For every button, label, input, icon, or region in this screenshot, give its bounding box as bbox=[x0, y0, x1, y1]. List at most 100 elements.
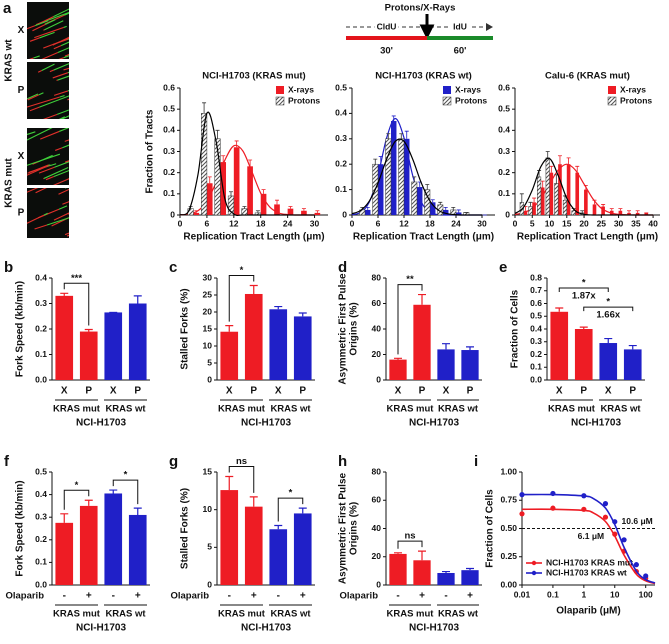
x-axis-label: Olaparib (μM) bbox=[556, 606, 620, 617]
x-tick-label: - bbox=[112, 591, 115, 602]
significance-bracket bbox=[558, 287, 609, 292]
x-tick-label: 6 bbox=[376, 218, 381, 228]
y-tick-label: 0.0 bbox=[35, 374, 47, 384]
x-tick-label: X bbox=[110, 386, 117, 397]
y-tick-label: 0.0 bbox=[35, 579, 47, 589]
x-tick-label: P bbox=[467, 386, 474, 397]
fiber-green bbox=[60, 115, 69, 119]
bar bbox=[618, 210, 623, 215]
error-bar bbox=[443, 206, 448, 210]
fit-curve bbox=[521, 493, 656, 584]
y-tick-label: 1.00 bbox=[500, 466, 517, 476]
y-axis-label: Stalled Forks (%) bbox=[180, 488, 191, 569]
bar bbox=[456, 212, 462, 215]
x-tick-label: + bbox=[300, 591, 306, 602]
fiber-red bbox=[52, 72, 69, 79]
y-axis-label: Fork Speed (kb/min) bbox=[15, 480, 26, 576]
fit-curve bbox=[351, 138, 482, 216]
y-tick-label: 0.3 bbox=[35, 511, 47, 521]
fiber-red bbox=[58, 120, 59, 121]
group-label: KRAS mut bbox=[218, 404, 266, 415]
bar bbox=[104, 312, 123, 380]
bar bbox=[601, 206, 605, 215]
x-tick-label: 35 bbox=[631, 218, 641, 228]
y-tick-label: 0.6 bbox=[163, 82, 175, 92]
y-tick-label: 0.2 bbox=[498, 167, 510, 177]
error-bar bbox=[202, 102, 207, 114]
fiber-green bbox=[81, 30, 84, 31]
significance-label: ** bbox=[406, 274, 414, 285]
x-tick-label: 40 bbox=[648, 218, 658, 228]
y-tick-label: 5 bbox=[207, 542, 212, 552]
pulse-label: IdU bbox=[453, 21, 467, 31]
x-tick-label: 24 bbox=[451, 218, 461, 228]
error-bar bbox=[249, 284, 258, 294]
fiber-green bbox=[44, 19, 56, 25]
bar bbox=[391, 121, 397, 215]
x-tick-label: 0.01 bbox=[514, 589, 531, 599]
group-label: KRAS wt bbox=[105, 404, 146, 415]
group-caption: NCI-H1703 bbox=[76, 418, 126, 429]
y-tick-label: 0.3 bbox=[35, 298, 47, 308]
chart-title: NCI-H1703 (KRAS mut) bbox=[202, 71, 305, 82]
fiber-red bbox=[29, 37, 40, 42]
fiber-red bbox=[43, 113, 58, 119]
x-tick-label: - bbox=[277, 591, 280, 602]
error-bar bbox=[133, 507, 142, 515]
point bbox=[581, 493, 587, 499]
x-tick-label: + bbox=[251, 591, 257, 602]
x-tick-label: 100 bbox=[639, 589, 653, 599]
legend-marker bbox=[531, 570, 537, 576]
legend-swatch bbox=[275, 96, 285, 106]
bar bbox=[220, 331, 239, 380]
group-label: KRAS wt bbox=[600, 404, 641, 415]
fiber-green bbox=[27, 131, 36, 136]
error-bar bbox=[274, 524, 283, 530]
y-tick-label: 0.2 bbox=[335, 158, 347, 168]
bar bbox=[220, 490, 239, 585]
bar bbox=[574, 329, 593, 380]
error-bar bbox=[242, 206, 247, 209]
group-label: KRAS wt bbox=[438, 404, 479, 415]
x-tick-label: 20 bbox=[579, 218, 589, 228]
y-tick-label: 0.3 bbox=[335, 133, 347, 143]
group-label: KRAS mut bbox=[387, 609, 435, 620]
bar bbox=[592, 204, 597, 215]
fiber-green bbox=[56, 109, 69, 115]
image-label: P bbox=[18, 85, 25, 96]
y-tick-label: 40 bbox=[372, 523, 382, 533]
micrograph bbox=[27, 128, 69, 185]
fiber-green bbox=[53, 169, 69, 178]
group-caption: NCI-H1703 bbox=[76, 623, 126, 634]
fiber-green bbox=[59, 128, 69, 132]
x-tick-label: P bbox=[134, 386, 141, 397]
bar bbox=[398, 138, 405, 216]
bar bbox=[545, 157, 550, 216]
fit-curve bbox=[514, 157, 654, 216]
fiber-red bbox=[49, 69, 54, 73]
y-tick-label: 0 bbox=[342, 209, 347, 219]
bar bbox=[540, 187, 545, 215]
bar bbox=[233, 147, 240, 215]
legend-label: Protons bbox=[455, 95, 487, 105]
y-tick-label: 0.0 bbox=[530, 374, 542, 384]
error-bar bbox=[60, 292, 69, 296]
chart-title: Calu-6 (KRAS mut) bbox=[545, 71, 630, 82]
fiber-red bbox=[43, 29, 45, 31]
y-tick-label: 0.1 bbox=[163, 188, 175, 198]
fiber-red bbox=[29, 106, 40, 112]
legend-swatch bbox=[276, 86, 284, 94]
fiber-green bbox=[58, 205, 68, 210]
x-tick-label: 10 bbox=[545, 218, 555, 228]
legend-label: NCI-H1703 KRAS wt bbox=[546, 567, 627, 577]
error-bar bbox=[545, 151, 550, 158]
fiber-green bbox=[54, 161, 69, 168]
y-tick-label: 0 bbox=[207, 579, 212, 589]
error-bar bbox=[404, 130, 409, 139]
y-tick-label: 0.4 bbox=[163, 125, 175, 135]
x-tick-label: 0.1 bbox=[547, 589, 559, 599]
fiber-green bbox=[53, 8, 69, 18]
fiber-red bbox=[50, 122, 53, 123]
fiber-red bbox=[64, 232, 69, 236]
y-axis-label: Fraction of Cells bbox=[510, 289, 521, 368]
